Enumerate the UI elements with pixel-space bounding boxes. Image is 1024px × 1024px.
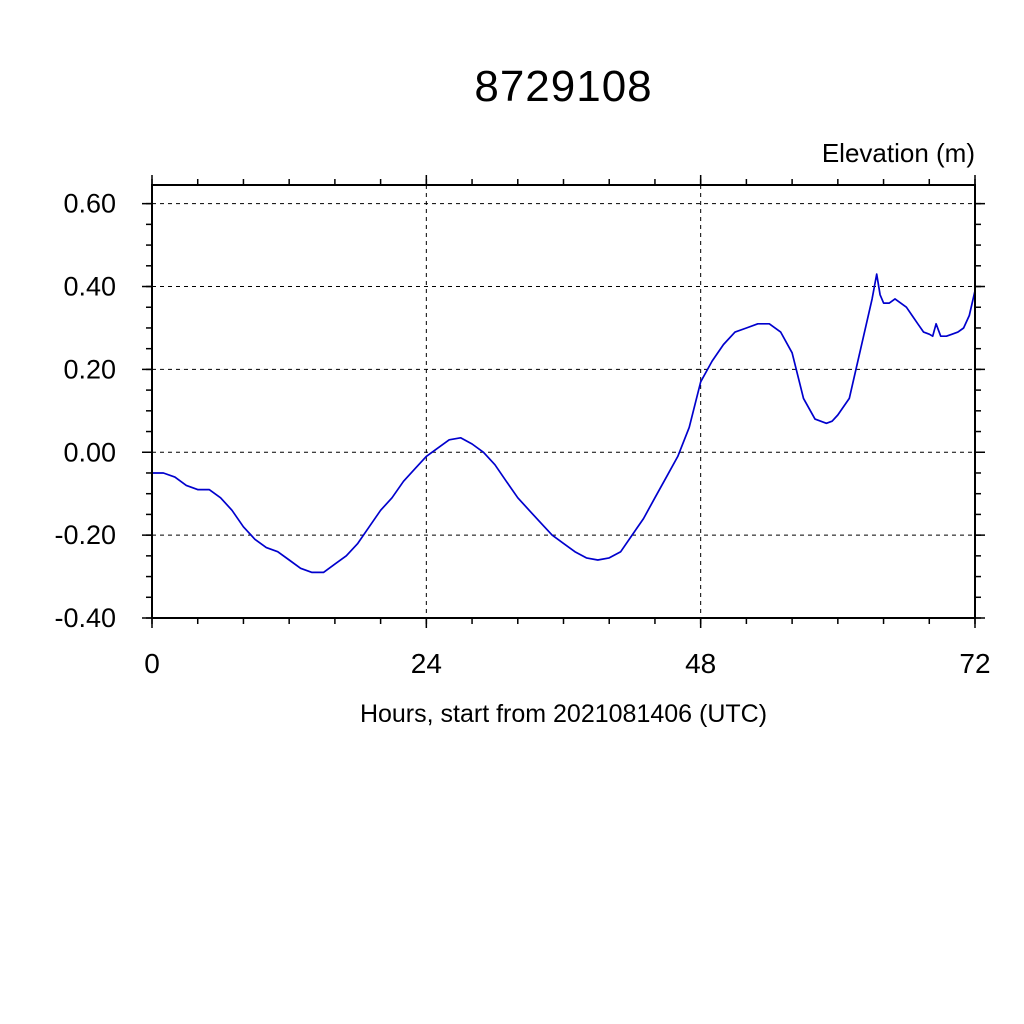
x-tick-label: 72 xyxy=(959,648,990,679)
x-tick-label: 48 xyxy=(685,648,716,679)
plot-frame xyxy=(151,184,976,619)
elevation-series-line xyxy=(151,273,976,574)
y-tick-label: -0.40 xyxy=(54,603,116,633)
chart-title: 8729108 xyxy=(474,62,653,111)
x-tick-label: 0 xyxy=(144,648,160,679)
y-tick-label: -0.20 xyxy=(54,520,116,550)
x-tick-label: 24 xyxy=(411,648,442,679)
y-axis-label: Elevation (m) xyxy=(821,138,975,168)
x-axis-label: Hours, start from 2021081406 (UTC) xyxy=(359,700,768,728)
y-tick-label: 0.00 xyxy=(63,437,116,467)
y-tick-label: 0.20 xyxy=(63,354,116,384)
y-tick-label: 0.60 xyxy=(63,189,116,219)
y-tick-label: 0.40 xyxy=(63,272,116,302)
